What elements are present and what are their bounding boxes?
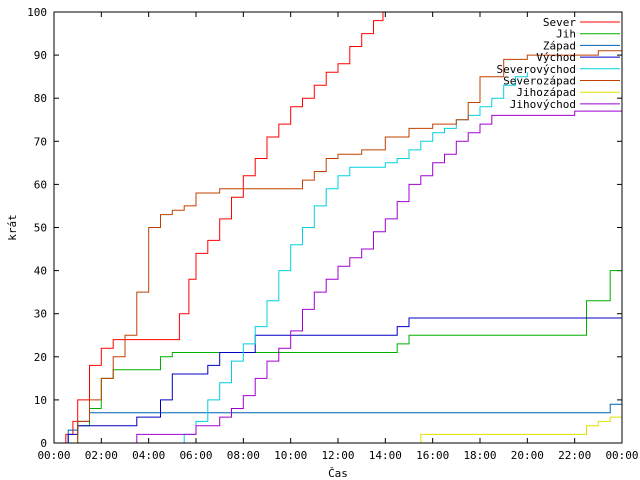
series-group [58, 12, 623, 444]
x-tick-label: 08:00 [227, 449, 260, 462]
legend-label: Severozápad [503, 75, 576, 88]
legend: SeverJihZápadVýchodSeverovýchodSeverozáp… [497, 16, 620, 111]
legend-label: Jih [556, 28, 576, 41]
y-tick-label: 100 [27, 6, 47, 19]
x-tick-label: 04:00 [132, 449, 165, 462]
y-tick-label: 40 [34, 265, 47, 278]
x-tick-label: 12:00 [321, 449, 354, 462]
series-line-7 [125, 110, 622, 444]
x-tick-label: 22:00 [558, 449, 591, 462]
x-tick-label: 16:00 [416, 449, 449, 462]
y-tick-label: 50 [34, 222, 47, 235]
tick-labels: 00:00 02:00 04:00 06:00 08:00 10:00 12:00 14:00… [27, 6, 638, 462]
y-axis-label: krát [6, 214, 19, 241]
y-tick-label: 20 [34, 351, 47, 364]
legend-label: Severovýchod [497, 63, 576, 76]
x-tick-label: 18:00 [463, 449, 496, 462]
legend-label: Východ [536, 51, 576, 64]
x-tick-label: 10:00 [274, 449, 307, 462]
x-tick-label: 02:00 [85, 449, 118, 462]
x-axis-label: Čas [328, 467, 348, 480]
y-tick-label: 90 [34, 49, 47, 62]
x-tick-label: 00:00 [37, 449, 70, 462]
plot-frame [53, 11, 623, 444]
x-tick-label: 06:00 [179, 449, 212, 462]
x-tick-label: 14:00 [369, 449, 402, 462]
y-tick-label: 10 [34, 394, 47, 407]
y-tick-label: 0 [40, 437, 47, 450]
y-tick-label: 60 [34, 178, 47, 191]
series-line-6 [411, 416, 622, 444]
x-tick-label: 20:00 [511, 449, 544, 462]
y-tick-label: 80 [34, 92, 47, 105]
y-tick-label: 70 [34, 135, 47, 148]
legend-label: Sever [543, 16, 576, 29]
series-line-4 [174, 72, 528, 444]
series-line-5 [68, 46, 623, 444]
x-tick-label: 00:00 [605, 449, 638, 462]
y-tick-label: 30 [34, 308, 47, 321]
legend-label: Jihozápad [516, 86, 576, 99]
legend-label: Jihovýchod [510, 98, 576, 111]
series-line-0 [61, 12, 384, 444]
legend-label: Západ [543, 39, 576, 52]
series-line-3 [61, 317, 622, 444]
